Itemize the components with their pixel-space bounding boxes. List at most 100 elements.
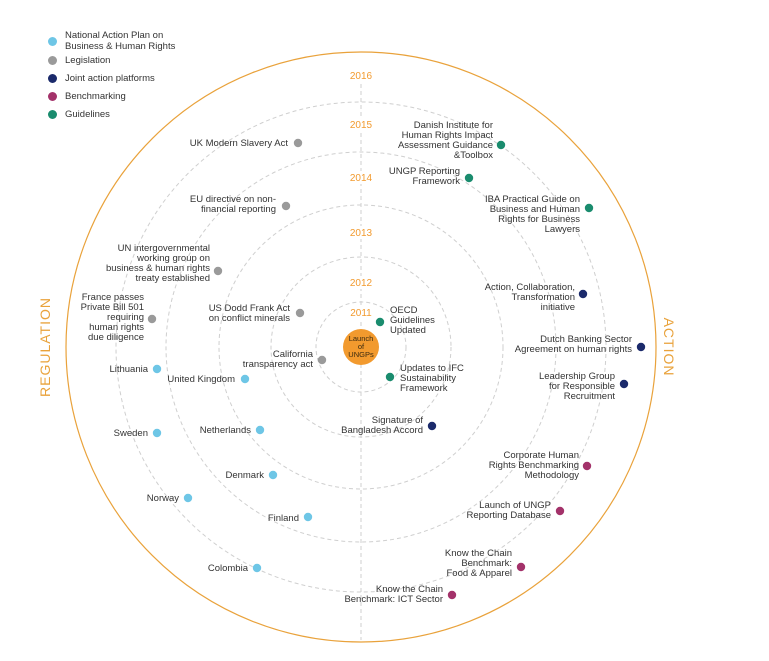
item-label-line: requiring bbox=[107, 312, 144, 323]
item-label-line: Private Bill 501 bbox=[81, 302, 144, 313]
legend-item-ben: Benchmarking bbox=[48, 91, 228, 109]
item-dot bbox=[240, 374, 250, 384]
item-label-line: Know the Chain bbox=[445, 548, 512, 559]
outer-ring bbox=[65, 51, 657, 643]
item-label-line: Food & Apparel bbox=[447, 568, 513, 579]
item-label-line: Corporate Human bbox=[503, 450, 579, 461]
item-dot bbox=[636, 342, 646, 352]
item-label-line: US Dodd Frank Act bbox=[209, 303, 291, 314]
year-ring bbox=[165, 151, 557, 543]
item-label-line: UK Modern Slavery Act bbox=[190, 138, 289, 149]
item-label-line: Netherlands bbox=[200, 425, 251, 436]
legend-label-gui: Guidelines bbox=[65, 109, 110, 120]
legend-dot-nap bbox=[48, 37, 57, 46]
item-nap: Denmark bbox=[225, 470, 278, 481]
item-label-line: Danish Institute for bbox=[414, 120, 493, 131]
item-label-line: Transformation bbox=[511, 292, 575, 303]
item-label-line: Launch of UNGP bbox=[479, 500, 551, 511]
item-leg: EU directive on non-financial reporting bbox=[190, 194, 291, 215]
item-dot bbox=[427, 421, 437, 431]
item-dot bbox=[584, 203, 594, 213]
item-label-line: Signature of bbox=[372, 415, 424, 426]
item-dot bbox=[281, 201, 291, 211]
item-label-line: Rights for Business bbox=[498, 214, 580, 225]
legend-label-nap: National Action Plan on Business & Human … bbox=[65, 30, 175, 52]
year-label-bg bbox=[347, 276, 375, 289]
item-label-line: Recruitment bbox=[564, 391, 616, 402]
item-dot bbox=[213, 266, 223, 276]
item-label-line: Updated bbox=[390, 325, 426, 336]
item-label-line: Agreement on human rights bbox=[515, 344, 632, 355]
item-label-line: Framework bbox=[400, 383, 448, 394]
item-dot bbox=[516, 562, 526, 572]
item-dot bbox=[317, 355, 327, 365]
item-label-line: United Kingdom bbox=[167, 374, 235, 385]
legend-label-line: National Action Plan on bbox=[65, 30, 164, 41]
year-label: 2015 bbox=[350, 120, 373, 131]
item-label-line: Denmark bbox=[225, 470, 264, 481]
item-label-line: business & human rights bbox=[106, 263, 210, 274]
item-nap: Colombia bbox=[208, 563, 262, 574]
center-label-line: Launch bbox=[349, 334, 374, 343]
year-label-bg bbox=[347, 171, 375, 184]
item-label-line: human rights bbox=[89, 322, 144, 333]
year-label: 2014 bbox=[350, 173, 373, 184]
year-label-bg bbox=[347, 226, 375, 239]
item-dot bbox=[152, 428, 162, 438]
item-label-line: Action, Collaboration, bbox=[485, 282, 575, 293]
item-label-line: UNGP Reporting bbox=[389, 166, 460, 177]
item-label-line: Framework bbox=[412, 176, 460, 187]
item-label-line: due diligence bbox=[88, 332, 144, 343]
item-dot bbox=[447, 590, 457, 600]
year-label-bg bbox=[347, 69, 375, 82]
year-label: 2011 bbox=[350, 308, 372, 319]
item-leg: UK Modern Slavery Act bbox=[190, 138, 303, 149]
item-label-line: Lawyers bbox=[545, 224, 581, 235]
item-dot bbox=[375, 317, 385, 327]
item-label-line: Methodology bbox=[525, 470, 580, 481]
item-label-line: transparency act bbox=[243, 359, 314, 370]
item-label-line: Assessment Guidance bbox=[398, 140, 493, 151]
item-label-line: OECD bbox=[390, 305, 418, 316]
item-dot bbox=[619, 379, 629, 389]
item-dot bbox=[555, 506, 565, 516]
item-label-line: treaty established bbox=[136, 273, 210, 284]
item-dot bbox=[293, 138, 303, 148]
item-dot bbox=[385, 372, 395, 382]
item-label-line: Guidelines bbox=[390, 315, 435, 326]
legend-item-nap: National Action Plan on Business & Human … bbox=[48, 30, 228, 52]
legend-item-jap: Joint action platforms bbox=[48, 73, 228, 91]
year-label: 2016 bbox=[350, 71, 373, 82]
item-nap: Lithuania bbox=[109, 364, 162, 375]
legend-dot-ben bbox=[48, 92, 57, 101]
legend-item-gui: Guidelines bbox=[48, 109, 228, 127]
item-label-line: initiative bbox=[541, 302, 575, 313]
item-label-line: Rights Benchmarking bbox=[489, 460, 579, 471]
item-dot bbox=[582, 461, 592, 471]
item-label-line: Norway bbox=[147, 493, 179, 504]
legend-dot-leg bbox=[48, 56, 57, 65]
year-label: 2012 bbox=[350, 278, 373, 289]
legend-label-line: Legislation bbox=[65, 55, 111, 66]
item-dot bbox=[255, 425, 265, 435]
item-label-line: France passes bbox=[82, 292, 145, 303]
item-dot bbox=[152, 364, 162, 374]
item-label-line: Leadership Group bbox=[539, 371, 615, 382]
item-label-line: Finland bbox=[268, 513, 299, 524]
center-label-line: of bbox=[358, 342, 365, 351]
legend-dot-jap bbox=[48, 74, 57, 83]
item-label-line: Sustainability bbox=[400, 373, 456, 384]
item-label-line: working group on bbox=[136, 253, 210, 264]
